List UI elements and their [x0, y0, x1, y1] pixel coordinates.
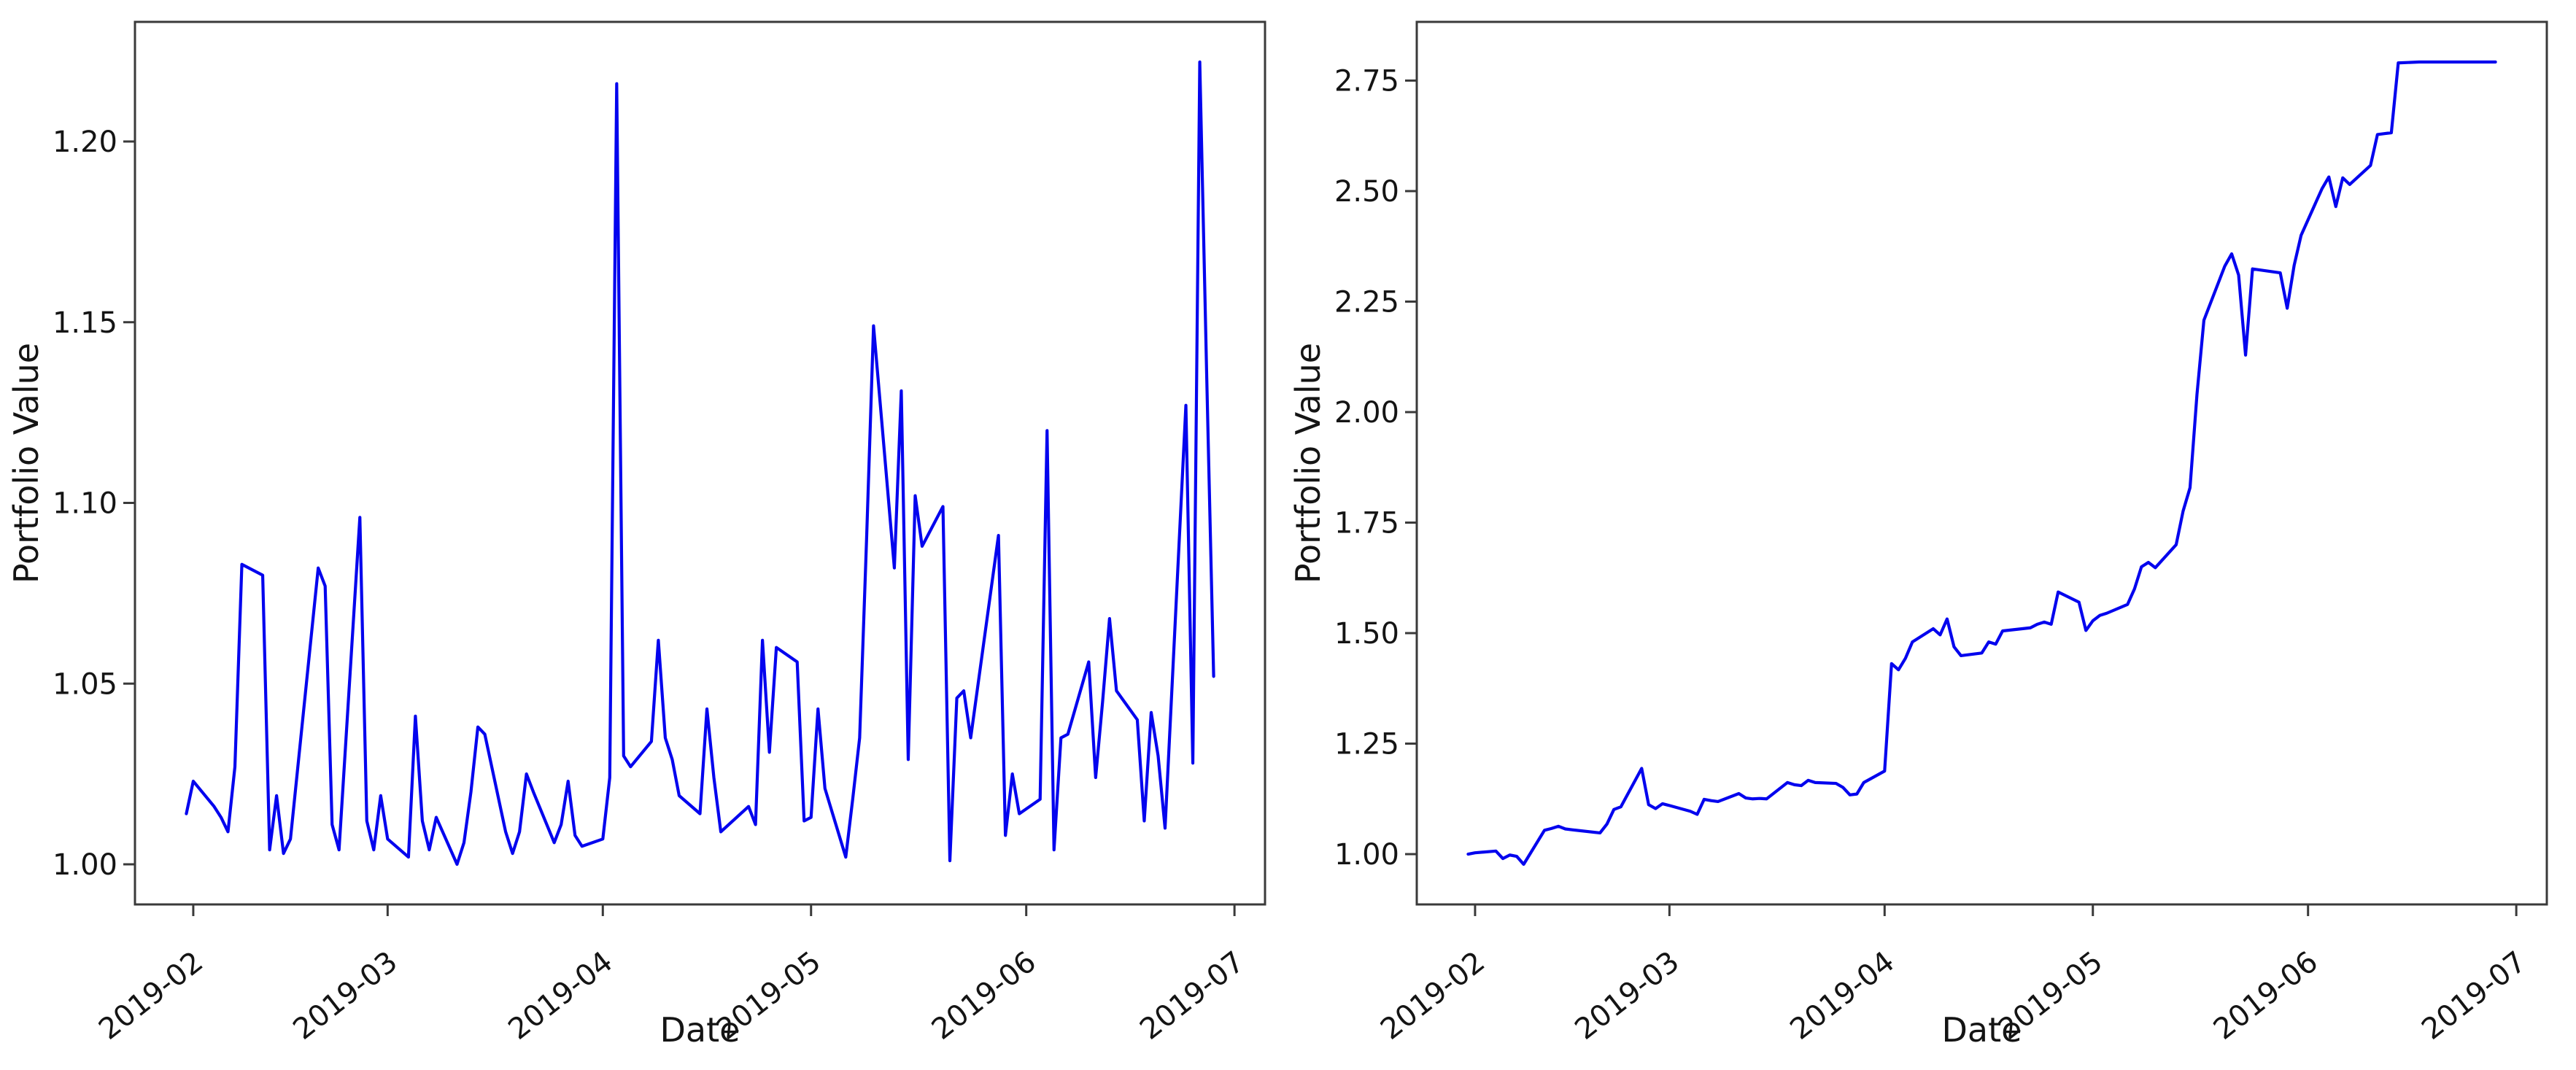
y-axis-title: Portfolio Value: [7, 343, 46, 584]
portfolio-value-line: [185, 60, 1215, 867]
y-tick-label: 1.00: [53, 848, 117, 882]
x-tick-label: 2019-07: [1134, 945, 1250, 1047]
plot-frame: [1415, 20, 2548, 906]
y-tick-label: 1.75: [1334, 507, 1399, 540]
right-subplot: 2019-02 2019-03 2019-04 2019-05 2019-06 2019-…: [1288, 20, 2548, 1050]
x-tick-label: 2019-06: [926, 945, 1043, 1047]
y-tick-label: 2.50: [1334, 175, 1399, 209]
x-tick-label: 2019-04: [1784, 945, 1900, 1047]
y-tick-label: 2.75: [1334, 64, 1399, 98]
x-tick-label: 2019-02: [93, 945, 209, 1047]
x-axis-title: Date: [1942, 1010, 2022, 1050]
y-tick-label: 1.20: [53, 125, 117, 159]
y-tick-label: 1.05: [53, 667, 117, 701]
x-axis-title: Date: [660, 1010, 740, 1050]
x-tick-label: 2019-03: [1569, 945, 1685, 1047]
plot-frame: [134, 20, 1266, 906]
y-tick-label: 1.10: [53, 487, 117, 521]
y-tick-label: 2.00: [1334, 396, 1399, 430]
y-tick-label: 1.50: [1334, 617, 1399, 651]
y-tick-label: 1.00: [1334, 838, 1399, 872]
y-tick-label: 2.25: [1334, 285, 1399, 319]
portfolio-value-line: [1466, 60, 2497, 867]
x-tick-label: 2019-03: [287, 945, 403, 1047]
x-tick-label: 2019-07: [2416, 945, 2532, 1047]
x-tick-label: 2019-02: [1374, 945, 1491, 1047]
left-subplot: 2019-02 2019-03 2019-04 2019-05 2019-06 2019-…: [7, 20, 1266, 1050]
y-tick-label: 1.15: [53, 306, 117, 340]
x-tick-label: 2019-04: [502, 945, 619, 1047]
y-axis-title: Portfolio Value: [1288, 343, 1328, 584]
x-tick-label: 2019-06: [2208, 945, 2324, 1047]
y-tick-label: 1.25: [1334, 728, 1399, 761]
